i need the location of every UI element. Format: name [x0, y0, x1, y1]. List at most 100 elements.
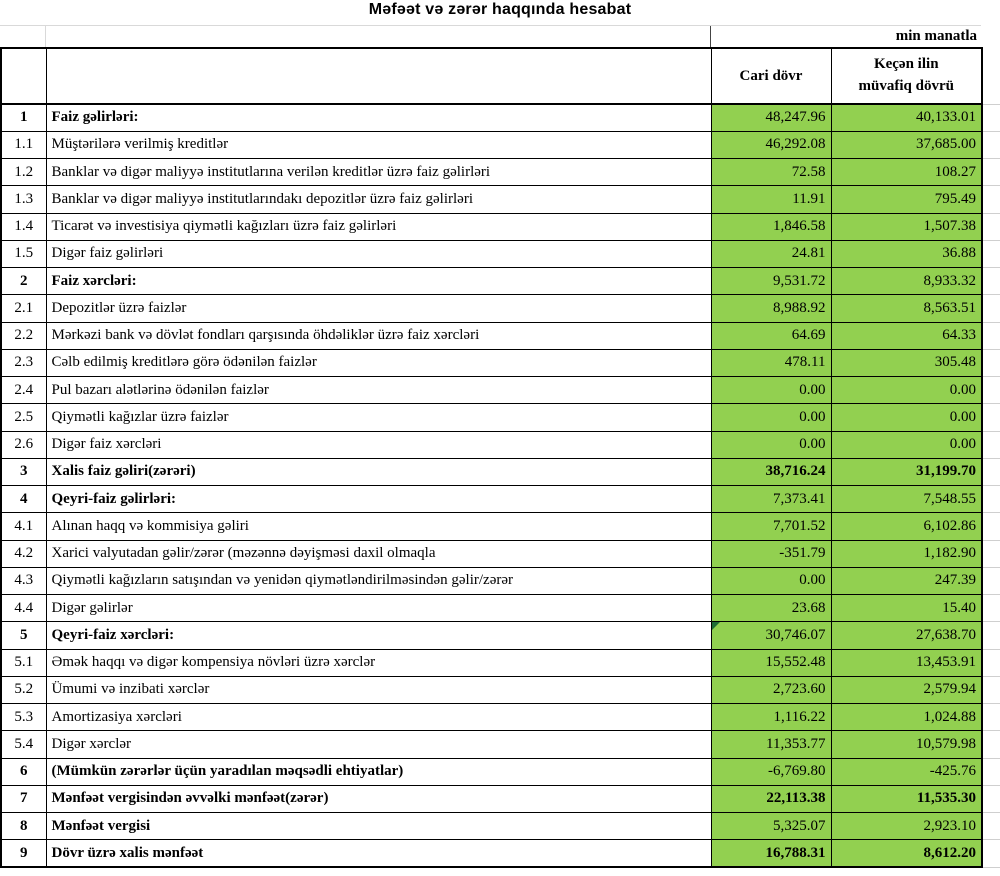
- row-label-cell: Alınan haqq və kommisiya gəliri: [46, 512, 712, 540]
- table-row: 3 Xalis faiz gəliri(zərəri) 38,716.24 31,19…: [0, 457, 1000, 487]
- previous-period-cell: 2,579.94: [831, 675, 983, 704]
- row-label-cell: Qeyri-faiz gəlirləri:: [46, 484, 712, 513]
- table-body: Cari dövr Keçən ilin müvafiq dövrü 1 Faiz…: [0, 47, 1000, 869]
- profit-loss-table: Cari dövr Keçən ilin müvafiq dövrü 1 Faiz…: [0, 47, 1000, 869]
- row-label-cell: Dövr üzrə xalis mənfəət: [46, 839, 712, 869]
- grid-gutter-cell: [982, 512, 1000, 541]
- previous-period-cell: 8,933.32: [831, 266, 983, 295]
- column-header-previous-line2: müvafiq dövrü: [858, 78, 954, 94]
- table-row: 4.1 Alınan haqq və kommisiya gəliri 7,701.…: [0, 512, 1000, 541]
- row-number-cell: 5.4: [0, 730, 47, 758]
- table-row: 2.2 Mərkəzi bank və dövlət fondları qarşı…: [0, 321, 1000, 350]
- table-row: 2 Faiz xərcləri: 9,531.72 8,933.32: [0, 266, 1000, 296]
- row-number-cell: 9: [0, 839, 47, 869]
- table-row: 1.1 Müştərilərə verilmiş kreditlər 46,292.…: [0, 130, 1000, 160]
- row-number-cell: 5.1: [0, 648, 47, 677]
- table-row: 5.2 Ümumi və inzibati xərclər 2,723.60 2,57…: [0, 675, 1000, 705]
- row-label-cell: Cəlb edilmiş kreditlərə görə ödənilən fa…: [46, 348, 712, 377]
- row-label-cell: Digər xərclər: [46, 730, 712, 758]
- row-label-cell: Pul bazarı alətlərinə ödənilən faizlər: [46, 375, 712, 404]
- row-number-cell: 4.2: [0, 539, 47, 568]
- column-header-previous-line1: Keçən ilin: [873, 56, 939, 73]
- current-period-cell: 24.81: [711, 239, 832, 268]
- previous-period-cell: 2,923.10: [831, 811, 983, 840]
- row-label-cell: Qiymətli kağızlar üzrə faizlər: [46, 403, 712, 431]
- row-number-cell: 4.3: [0, 566, 47, 595]
- previous-period-cell: -425.76: [831, 757, 983, 786]
- current-period-cell: 0.00: [711, 403, 832, 431]
- row-number-cell: 5: [0, 621, 47, 649]
- grid-gutter-cell: [982, 240, 1000, 269]
- unit-label: min manatla: [895, 28, 977, 44]
- grid-gutter-cell: [982, 158, 1000, 187]
- current-period-cell: 23.68: [711, 593, 832, 622]
- grid-gutter-cell: [982, 621, 1000, 650]
- table-row: 2.1 Depozitlər üzrə faizlər 8,988.92 8,563.…: [0, 294, 1000, 323]
- row-label-cell: Faiz gəlirləri:: [46, 103, 712, 132]
- row-label-cell: Digər gəlirlər: [46, 593, 712, 622]
- current-period-cell: 7,701.52: [711, 512, 832, 540]
- row-number-cell: 5.3: [0, 702, 47, 731]
- table-row: 1.2 Banklar və digər maliyyə institutları…: [0, 157, 1000, 187]
- grid-gutter-cell: [982, 294, 1000, 323]
- row-number-cell: 1.5: [0, 239, 47, 268]
- row-label-cell: Ümumi və inzibati xərclər: [46, 675, 712, 704]
- grid-gutter-cell: [982, 730, 1000, 759]
- table-row: 7 Mənfəət vergisindən əvvəlki mənfəət(zər…: [0, 784, 1000, 814]
- grid-gutter-cell: [982, 703, 1000, 732]
- previous-period-cell: 795.49: [831, 185, 983, 213]
- current-period-cell: 30,746.07: [711, 621, 832, 649]
- previous-period-cell: 0.00: [831, 403, 983, 431]
- row-label-cell: Xarici valyutadan gəlir/zərər (məzənnə d…: [46, 539, 712, 568]
- row-number-cell: 2.3: [0, 348, 47, 377]
- grid-gutter-cell: [982, 540, 1000, 568]
- table-row: 4.3 Qiymətli kağızların satışından və yen…: [0, 566, 1000, 596]
- column-header-current: Cari dövr: [739, 67, 803, 84]
- previous-period-cell: 108.27: [831, 157, 983, 186]
- row-number-cell: 6: [0, 757, 47, 786]
- current-period-cell: 38,716.24: [711, 457, 832, 486]
- header-number-cell: [0, 47, 47, 105]
- grid-gutter-cell: [982, 131, 1000, 160]
- row-number-cell: 1.3: [0, 185, 47, 213]
- table-row: 4.4 Digər gəlirlər 23.68 15.40: [0, 593, 1000, 623]
- row-label-cell: Xalis faiz gəliri(zərəri): [46, 457, 712, 486]
- row-label-cell: Mənfəət vergisi: [46, 811, 712, 840]
- row-number-cell: 2.6: [0, 430, 47, 459]
- current-period-cell: 8,988.92: [711, 294, 832, 322]
- row-label-cell: Digər faiz xərcləri: [46, 430, 712, 459]
- table-row: 5.1 Əmək haqqı və digər kompensiya növlər…: [0, 648, 1000, 677]
- previous-period-cell: 64.33: [831, 321, 983, 350]
- cell-flag-triangle-icon: [711, 622, 720, 631]
- current-period-cell: 64.69: [711, 321, 832, 350]
- grid-gutter-cell: [982, 676, 1000, 705]
- row-number-cell: 1.4: [0, 212, 47, 241]
- table-row: 5.4 Digər xərclər 11,353.77 10,579.98: [0, 730, 1000, 759]
- row-label-cell: Mənfəət vergisindən əvvəlki mənfəət(zərə…: [46, 784, 712, 813]
- current-period-cell: 9,531.72: [711, 266, 832, 295]
- row-label-cell: Qeyri-faiz xərcləri:: [46, 621, 712, 649]
- row-label-cell: Digər faiz gəlirləri: [46, 239, 712, 268]
- row-label-cell: Depozitlər üzrə faizlər: [46, 294, 712, 322]
- grid-gutter-cell: [982, 839, 1000, 868]
- grid-gutter-cell: [982, 785, 1000, 814]
- grid-gutter-cell: [982, 267, 1000, 296]
- current-period-cell: 478.11: [711, 348, 832, 377]
- previous-period-cell: 8,612.20: [831, 839, 983, 869]
- table-row: 2.4 Pul bazarı alətlərinə ödənilən faizlə…: [0, 375, 1000, 405]
- row-label-cell: Banklar və digər maliyyə institutlarında…: [46, 185, 712, 213]
- table-row: 1.3 Banklar və digər maliyyə institutları…: [0, 185, 1000, 214]
- current-period-cell: -6,769.80: [711, 757, 832, 786]
- current-period-cell: 16,788.31: [711, 839, 832, 869]
- row-number-cell: 1.1: [0, 130, 47, 159]
- grid-gutter-cell: [982, 431, 1000, 459]
- row-label-cell: Qiymətli kağızların satışından və yenidə…: [46, 566, 712, 595]
- table-row: 2.5 Qiymətli kağızlar üzrə faizlər 0.00 0.0…: [0, 403, 1000, 432]
- previous-period-cell: 13,453.91: [831, 648, 983, 677]
- grid-gutter-cell: [982, 185, 1000, 214]
- previous-period-cell: 36.88: [831, 239, 983, 268]
- gridline: [710, 26, 711, 48]
- current-period-cell: 0.00: [711, 566, 832, 595]
- current-period-cell: 1,116.22: [711, 702, 832, 731]
- grid-gutter-cell: [982, 812, 1000, 841]
